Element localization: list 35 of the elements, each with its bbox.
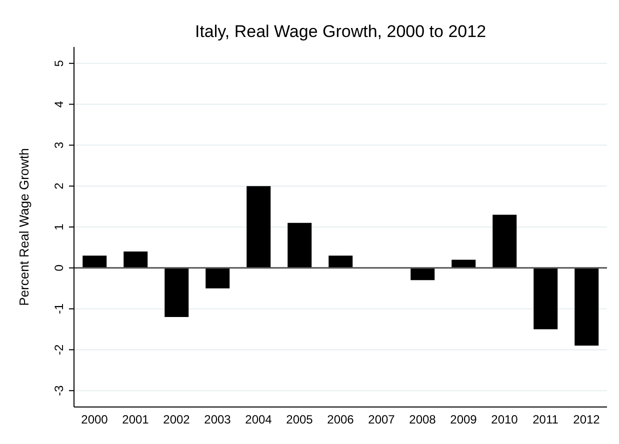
x-tick-label: 2011 <box>532 412 559 427</box>
bar <box>124 252 148 268</box>
x-tick-label: 2009 <box>450 412 478 427</box>
bar <box>288 222 312 268</box>
x-tick-label: 2010 <box>491 412 518 427</box>
y-axis-title: Percent Real Wage Growth <box>16 148 32 306</box>
chart-title: Italy, Real Wage Growth, 2000 to 2012 <box>194 22 488 42</box>
bar <box>246 186 271 268</box>
x-tick-label: 2001 <box>122 412 150 427</box>
y-tick-label: -2 <box>52 344 66 356</box>
bar <box>410 268 435 280</box>
y-tick-label: 5 <box>52 60 66 67</box>
x-tick-label: 2012 <box>573 412 600 427</box>
y-tick-label: -1 <box>52 303 66 314</box>
bar <box>206 268 230 288</box>
x-tick-label: 2000 <box>81 412 108 427</box>
y-tick-label: -3 <box>52 384 66 396</box>
x-tick-label: 2007 <box>368 412 396 427</box>
x-tick-label: 2003 <box>204 412 232 427</box>
bar <box>164 268 189 317</box>
bar <box>534 268 558 330</box>
y-tick-label: 1 <box>52 223 66 230</box>
bar <box>492 214 517 268</box>
y-tick-label: 0 <box>52 264 66 272</box>
x-tick-label: 2006 <box>327 412 354 427</box>
x-tick-label: 2004 <box>245 412 272 427</box>
bar <box>574 268 599 346</box>
bar <box>82 256 107 268</box>
x-tick-label: 2005 <box>286 412 314 427</box>
x-tick-label: 2008 <box>409 412 436 427</box>
y-tick-label: 4 <box>52 100 66 108</box>
bar <box>328 256 353 268</box>
x-tick-label: 2002 <box>163 412 190 427</box>
y-tick-label: 3 <box>52 142 66 149</box>
y-tick-label: 2 <box>52 182 66 190</box>
